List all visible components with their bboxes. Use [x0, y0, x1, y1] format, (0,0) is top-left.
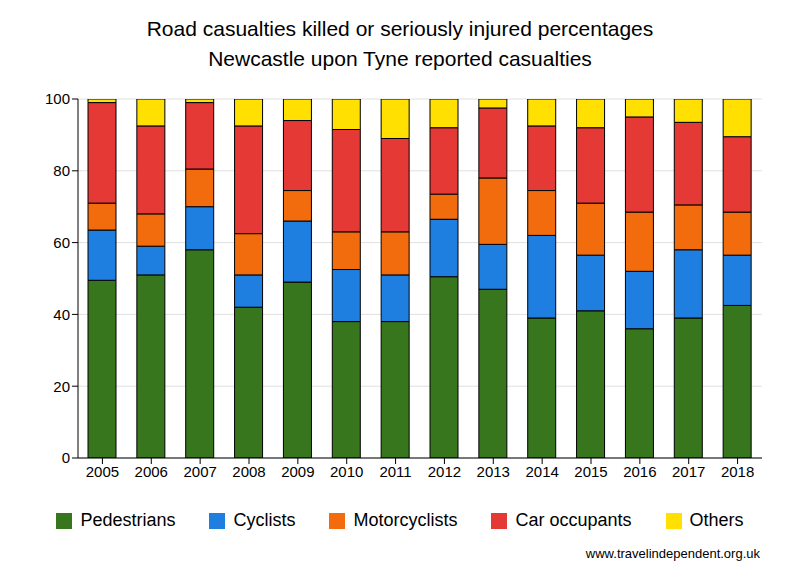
html-text:Car occupants: Car occupants — [515, 510, 632, 530]
svg-text:2018: 2018 — [721, 463, 754, 480]
html-text:Newcastle upon Tyne reported c: Newcastle upon Tyne reported casualties — [208, 47, 592, 70]
svg-text:20: 20 — [53, 378, 70, 395]
svg-text:2015: 2015 — [574, 463, 607, 480]
svg-text:2006: 2006 — [135, 463, 168, 480]
html-text:Pedestrians: Pedestrians — [80, 510, 176, 530]
svg-text:2007: 2007 — [183, 463, 216, 480]
html-text:Road casualties killed or seri: Road casualties killed or seriously inju… — [146, 17, 654, 40]
html-text:www.travelindependent.org.uk: www.travelindependent.org.uk — [585, 546, 760, 561]
svg-text:0: 0 — [62, 449, 70, 466]
svg-text:60: 60 — [53, 234, 70, 251]
svg-text:2011: 2011 — [379, 463, 411, 480]
svg-text:2005: 2005 — [86, 463, 119, 480]
svg-text:40: 40 — [53, 306, 70, 323]
svg-text:2017: 2017 — [672, 463, 705, 480]
html-text:Cyclists: Cyclists — [233, 510, 296, 530]
svg-text:2008: 2008 — [232, 463, 265, 480]
svg-text:2009: 2009 — [281, 463, 314, 480]
svg-text:2012: 2012 — [428, 463, 461, 480]
svg-text:2016: 2016 — [623, 463, 656, 480]
svg-text:100: 100 — [45, 90, 70, 107]
svg-text:2013: 2013 — [477, 463, 510, 480]
svg-text:2014: 2014 — [525, 463, 558, 480]
svg-text:2010: 2010 — [330, 463, 363, 480]
html-text:Motorcyclists: Motorcyclists — [353, 510, 458, 530]
html-text:Others: Others — [689, 510, 744, 530]
svg-text:80: 80 — [53, 162, 70, 179]
